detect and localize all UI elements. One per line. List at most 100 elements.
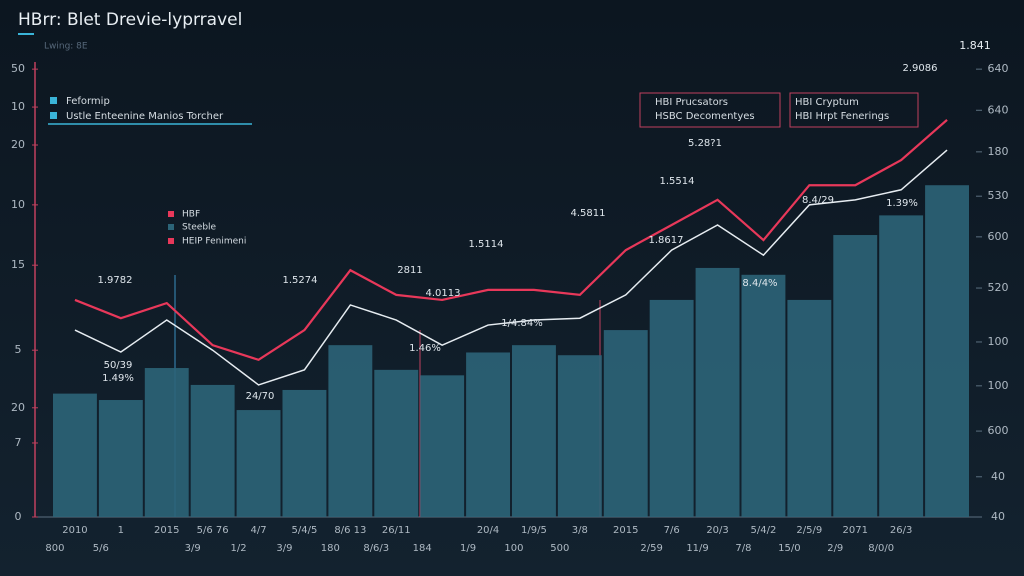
x-tick-label: 2015 [613,525,638,536]
legend-swatch [168,211,174,217]
legend: Feformip Ustle Enteenine Manios Torcher [48,96,252,125]
annotation: 1.5274 [283,275,318,286]
y2-tick-label: 100 [988,379,1009,392]
subtitle: Lwing: 8E [44,42,88,52]
y2-tick-label: 530 [988,189,1009,202]
y2-tick-label: 40 [991,510,1005,523]
y2-tick-label: 640 [988,103,1009,116]
bar [190,384,235,517]
y-tick-label: 15 [11,258,25,271]
line [74,119,948,361]
x-tick-label: 1/2 [231,543,247,554]
annotation: 1.5114 [469,239,504,250]
annotation: 8.4/4% [742,278,777,289]
annotation: 1.49% [102,373,134,384]
x-tick-label: 5/4/5 [292,525,318,536]
x-tick-label: 5/4/2 [751,525,777,536]
legend-box [789,92,919,128]
legend: HBI Prucsators HSBC Decomentyes HBI Cryp… [639,92,919,128]
x-tick-label: 4/7 [251,525,267,536]
bar [328,345,373,517]
bar [833,235,878,517]
bar [466,352,510,517]
chart-title: HBrr: Blet Drevie-lyprravel [18,10,242,30]
x-tick-label: 7/6 [664,525,680,536]
x-tick-label: 184 [413,543,432,554]
x-tick-label: 5/6 [93,543,109,554]
annotation: 1/4.84% [501,318,543,329]
x-tick-label: 7/8 [735,543,751,554]
x-tick-label: 5/6 76 [197,525,229,536]
y2-tick-label: 520 [988,281,1009,294]
bar [98,400,143,517]
y-tick-label: 7 [15,436,22,449]
bar [374,369,419,517]
bar [879,215,924,517]
annotation: 24/70 [246,391,275,402]
x-tick-label: 2/59 [640,543,662,554]
bar [420,375,465,517]
legend-label: Feformip [66,96,110,107]
x-tick-label: 2/9 [827,543,843,554]
y-tick-label: 0 [15,510,22,523]
legend-swatch [168,238,174,244]
legend-label: HEIP Fenimeni [182,237,246,247]
bar [787,299,832,517]
annotation: 2.9086 [903,63,938,74]
y-tick-label: 10 [11,100,25,113]
annotation: 1.9782 [98,275,133,286]
bar [282,389,327,517]
annotation: 8.4/29 [802,195,834,206]
x-tick-label: 1 [118,525,124,536]
bar [512,345,556,517]
legend-swatch [50,112,57,119]
legend-label: HBI Prucsators [655,97,728,108]
legend-label: HBF [182,210,200,220]
x-tick-label: 2071 [843,525,868,536]
y-tick-label: 20 [11,138,25,151]
x-tick-label: 8/6 13 [334,525,366,536]
x-tick-label: 20/4 [477,525,499,536]
legend-label: Steeble [182,223,217,233]
legend-label: HSBC Decomentyes [655,111,755,122]
annotation: 50/39 [104,360,133,371]
x-tick-label: 100 [504,543,523,554]
x-tick-label: 3/9 [276,543,292,554]
bar [695,267,740,517]
y2-tick-label: 180 [988,145,1009,158]
y2-tick-label: 600 [988,424,1009,437]
annotation: 1.39% [886,198,918,209]
bar [649,299,694,517]
x-tick-label: 11/9 [686,543,708,554]
x-tick-label: 26/3 [890,525,912,536]
legend-swatch [168,224,174,230]
legend-swatch [50,97,57,104]
y-tick-label: 50 [11,62,25,75]
legend-label: HBI Hrpt Fenerings [795,111,889,122]
annotation: 5.28?1 [688,138,722,149]
y-tick-label: 20 [11,401,25,414]
x-tick-label: 15/0 [778,543,800,554]
y2-tick-label: 100 [988,335,1009,348]
y-tick-label: 10 [11,198,25,211]
line [74,149,948,386]
x-tick-label: 180 [321,543,340,554]
annotation: 1.46% [409,343,441,354]
y2-tick-label: 600 [988,230,1009,243]
bar [557,355,602,517]
x-tick-label: 2015 [154,525,179,536]
corner-label: 1.841 [959,39,991,52]
legend-box [639,92,781,128]
bar [144,368,189,517]
bar [236,410,281,517]
x-tick-label: 1/9 [460,543,476,554]
bar [741,274,786,517]
x-tick-label: 8/0/0 [868,543,894,554]
bar [603,330,648,517]
x-tick-label: 3/9 [185,543,201,554]
annotation: 2811 [397,265,422,276]
bar [925,185,969,517]
x-tick-label: 500 [550,543,569,554]
y2-tick-label: 640 [988,62,1009,75]
